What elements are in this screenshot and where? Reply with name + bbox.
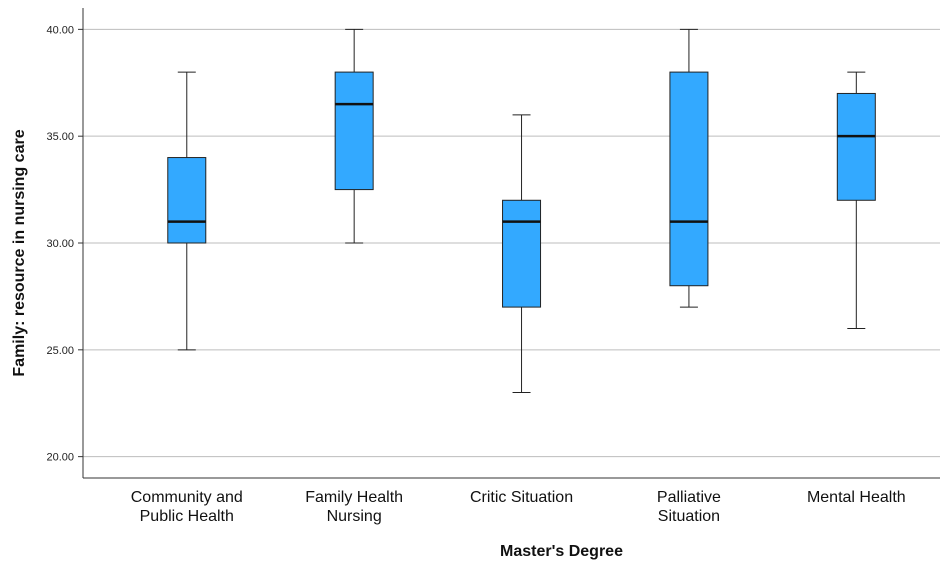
box-group <box>167 71 207 351</box>
x-category-labels: Community and Public Health Family Health N… <box>131 489 906 525</box>
axes <box>78 8 940 479</box>
y-tick-label: 35.00 <box>46 131 74 143</box>
y-tick-label: 40.00 <box>46 24 74 36</box>
iqr-box <box>669 71 709 287</box>
box-group <box>669 28 709 308</box>
x-category-label: Mental Health <box>807 489 906 506</box>
iqr-box <box>502 199 542 308</box>
x-category-label: Palliative Situation <box>657 489 721 525</box>
box-group <box>502 114 542 394</box>
y-tick-labels: 20.00 25.00 30.00 35.00 40.00 <box>46 24 74 463</box>
iqr-box <box>167 157 207 244</box>
boxes <box>167 28 876 394</box>
y-axis-title: Family: resource in nursing care <box>11 129 28 376</box>
y-tick-label: 20.00 <box>46 452 74 464</box>
y-tick-label: 25.00 <box>46 345 74 357</box>
x-category-label: Family Health Nursing <box>305 489 403 525</box>
iqr-box <box>836 92 876 201</box>
x-category-label: Critic Situation <box>470 489 573 506</box>
x-category-label: Community and Public Health <box>131 489 243 525</box>
y-tick-label: 30.00 <box>46 238 74 250</box>
iqr-box <box>334 71 374 191</box>
box-group <box>836 71 876 329</box>
box-group <box>334 28 374 244</box>
x-axis-title: Master's Degree <box>500 543 623 560</box>
